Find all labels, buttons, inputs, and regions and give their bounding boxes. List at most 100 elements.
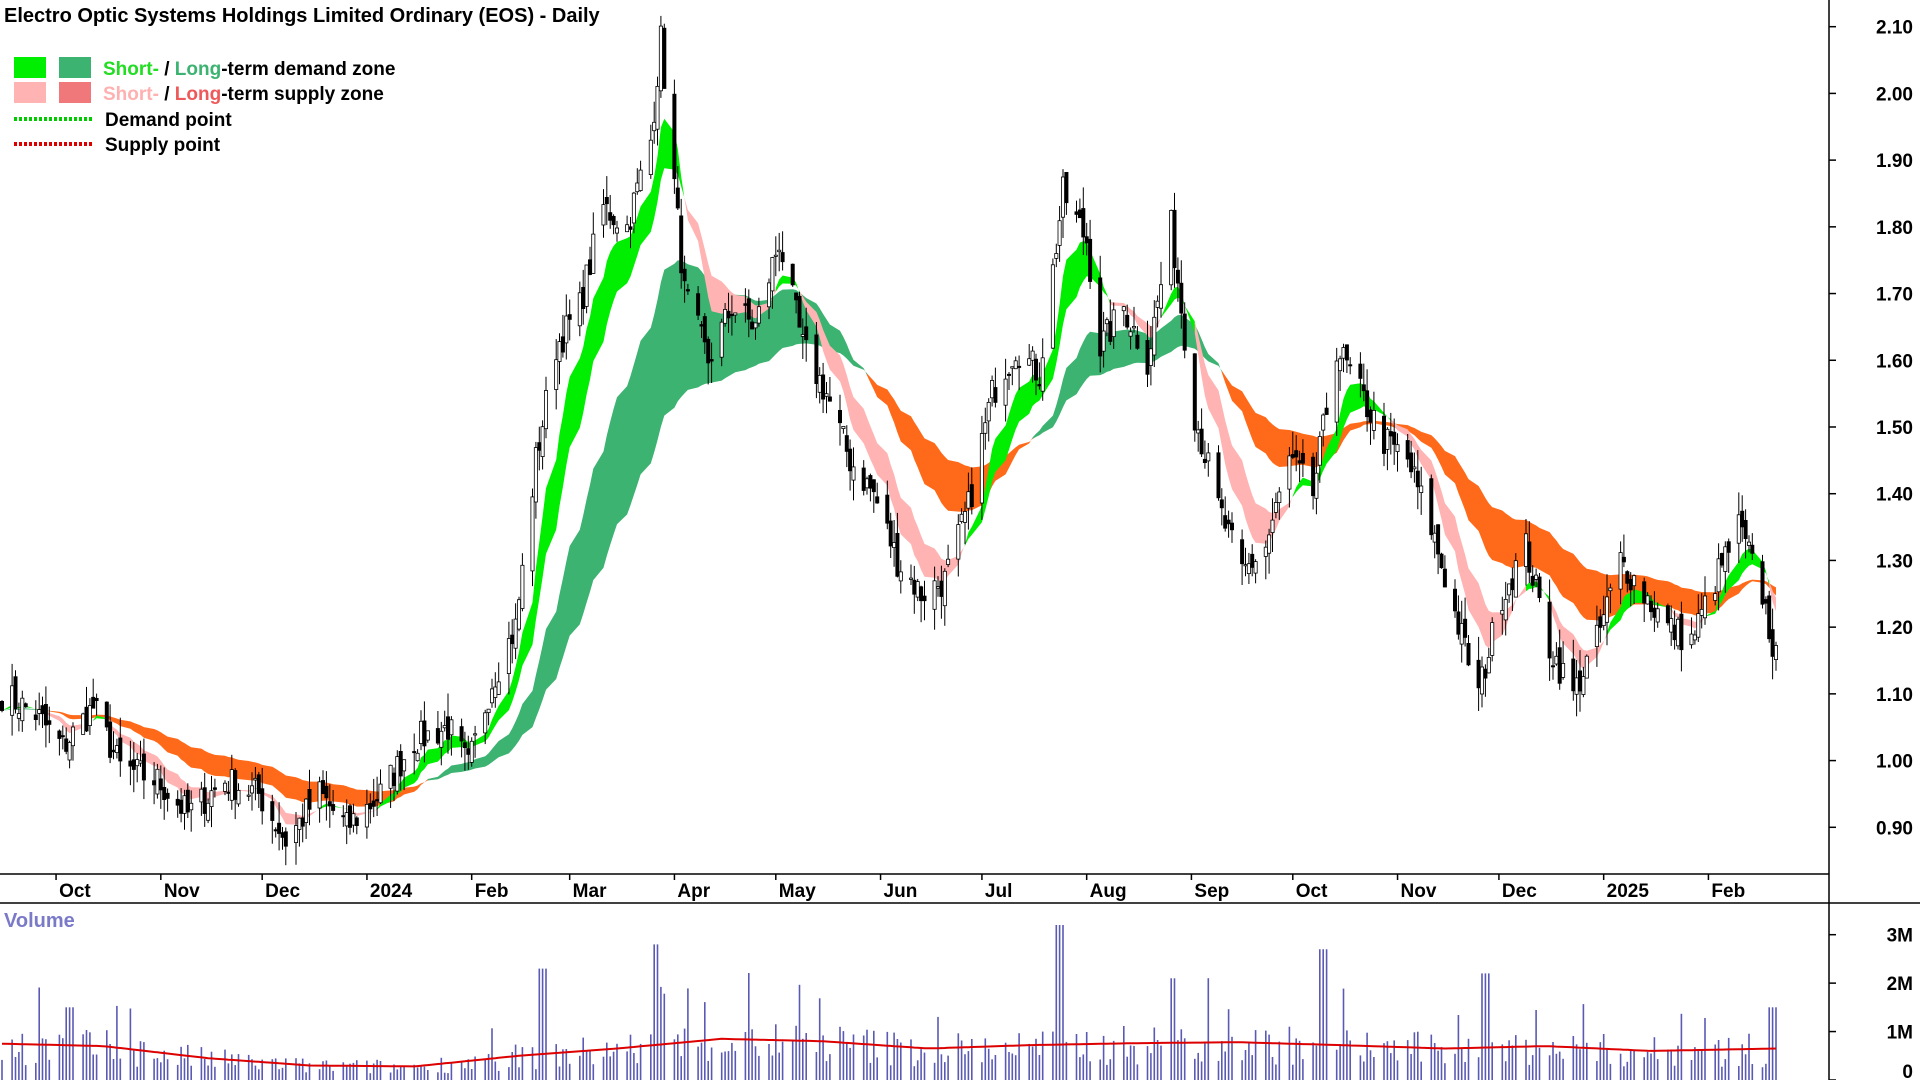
- candle-body: [1743, 520, 1748, 540]
- long-term-zone-segment-1: [45, 710, 428, 807]
- candle-body: [540, 426, 545, 458]
- candle-body: [1199, 428, 1204, 455]
- date-tick-label: Dec: [1502, 881, 1537, 902]
- candle-body: [861, 467, 866, 491]
- candle-body: [118, 737, 123, 762]
- candle-body: [1574, 677, 1579, 695]
- date-tick-label: Sep: [1194, 881, 1229, 902]
- candle-body: [273, 829, 278, 832]
- candle-body: [986, 401, 991, 422]
- legend-demand-zone-label: Short- / Long-term demand zone: [103, 59, 395, 80]
- price-tick-label: 1.20: [1876, 618, 1913, 639]
- candle-body: [631, 192, 636, 224]
- candle-body: [675, 187, 680, 209]
- candle-body: [756, 306, 761, 324]
- candle-body: [1223, 515, 1228, 529]
- legend-swatch-long-supply: [59, 82, 91, 103]
- candle-body: [40, 705, 45, 715]
- candle-body: [827, 396, 832, 402]
- candle-body: [445, 716, 450, 740]
- legend-swatch-long-demand: [59, 57, 91, 78]
- price-axis-ticks: 0.90 1.00 1.10 1.20 1.30 1.40 1.50 1.60 1.70 1.80…: [1829, 18, 1913, 839]
- candle-body: [57, 730, 62, 739]
- candle-body: [1061, 176, 1066, 218]
- candle-body: [1652, 607, 1657, 618]
- candle-body: [1155, 300, 1160, 308]
- candle-body: [939, 580, 944, 597]
- candle-body: [773, 254, 778, 257]
- short-term-zone-segment-1: [35, 708, 94, 734]
- candle-body: [1405, 440, 1410, 460]
- candle-body: [780, 252, 785, 263]
- candle-body: [922, 595, 927, 602]
- candle-body: [439, 730, 444, 748]
- candle-body: [283, 831, 288, 847]
- short-term-zone-segment-20: [1526, 581, 1550, 602]
- candle-body: [199, 788, 204, 803]
- candle-body: [682, 268, 687, 282]
- candle-body: [1645, 595, 1650, 605]
- candle-body: [1230, 522, 1235, 531]
- short-term-zone-segment-13: [799, 290, 965, 584]
- candle-body: [1551, 665, 1556, 668]
- candle-body: [895, 533, 900, 577]
- candle-body: [1017, 365, 1022, 368]
- short-term-zone-segment-21: [1549, 596, 1607, 669]
- candle-body: [1226, 519, 1231, 525]
- candle-body: [635, 182, 640, 193]
- candle-body: [165, 792, 170, 799]
- candle-body: [1250, 553, 1255, 568]
- candle-body: [1486, 657, 1491, 674]
- candle-body: [141, 753, 146, 781]
- candle-body: [395, 756, 400, 792]
- date-tick-label: Nov: [1401, 881, 1437, 902]
- candle-body: [794, 292, 799, 301]
- candle-body: [533, 447, 538, 503]
- candle-body: [672, 93, 677, 180]
- candle-body: [898, 571, 903, 582]
- candle-body: [1172, 209, 1177, 269]
- candle-body: [293, 825, 298, 843]
- candle-body: [1584, 655, 1589, 679]
- candle-body: [679, 215, 684, 274]
- candle-body: [912, 579, 917, 595]
- candle-body: [1175, 269, 1180, 284]
- legend-demand-rest: -term demand zone: [221, 59, 395, 80]
- candle-body: [790, 263, 795, 286]
- date-tick-label: Jun: [884, 881, 918, 902]
- candle-body: [1676, 618, 1681, 647]
- candle-body: [1088, 238, 1093, 282]
- candle-body: [391, 772, 396, 786]
- legend-supply-zone-label: Short- / Long-term supply zone: [103, 84, 384, 105]
- candle-body: [726, 310, 731, 319]
- candle-body: [942, 570, 947, 607]
- candle-body: [851, 466, 856, 481]
- candle-body: [155, 768, 160, 795]
- candle-body: [628, 226, 633, 230]
- price-tick-label: 1.80: [1876, 218, 1913, 239]
- volume-tick-label: 2M: [1887, 974, 1913, 995]
- candle-body: [770, 257, 775, 292]
- date-tick-label: Feb: [1711, 881, 1745, 902]
- candle-body: [969, 484, 974, 508]
- candle-body: [20, 697, 25, 722]
- legend-supply-sep: /: [159, 84, 175, 105]
- candle-body: [588, 259, 593, 275]
- candle-body: [1456, 611, 1461, 635]
- candle-body: [804, 326, 809, 341]
- price-tick-label: 1.70: [1876, 285, 1913, 306]
- candle-body: [915, 581, 920, 598]
- candle-body: [1300, 452, 1305, 464]
- candle-body: [1382, 415, 1387, 454]
- candle-body: [1442, 568, 1447, 588]
- candle-body: [1642, 581, 1647, 604]
- candle-body: [530, 496, 535, 572]
- candle-body: [1578, 670, 1583, 692]
- short-term-zone-segment-10: [377, 118, 685, 810]
- candle-body: [1294, 450, 1299, 458]
- candle-body: [375, 799, 380, 802]
- candle-body: [729, 313, 734, 317]
- volume-moving-average: [1, 1037, 1777, 1068]
- candle-body: [1466, 643, 1471, 666]
- candle-body: [229, 769, 234, 801]
